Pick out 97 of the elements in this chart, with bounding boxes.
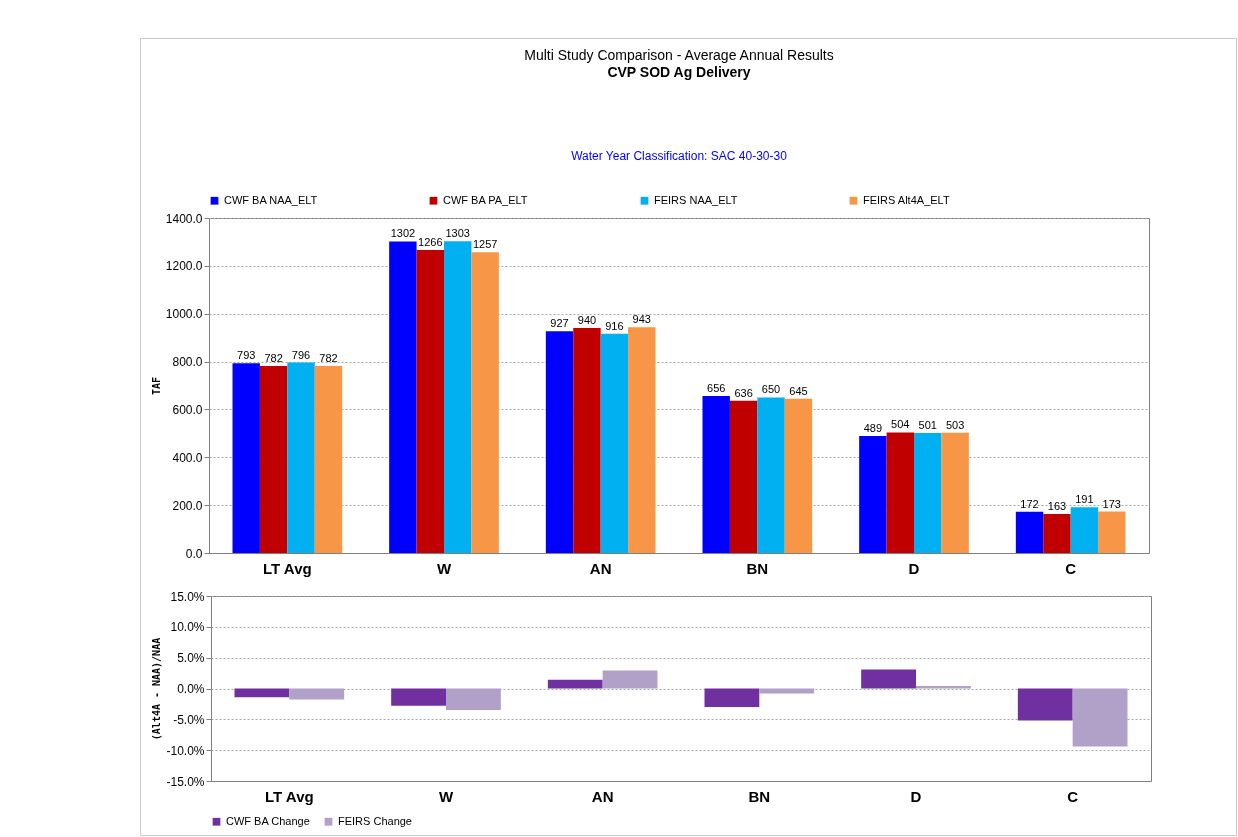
data-label: 172 <box>1020 497 1039 510</box>
x-tick-label: BN <box>748 787 771 805</box>
bar <box>547 679 603 689</box>
x-tick-label: AN <box>591 787 614 805</box>
y-tick-label: -10.0% <box>166 743 205 758</box>
bar <box>628 327 656 553</box>
bar <box>1015 511 1044 553</box>
chart-subtitle: CVP SOD Ag Delivery <box>607 64 751 80</box>
y-tick-label: 1000.0 <box>165 307 203 322</box>
y-axis-title: (Alt4A - NAA)/NAA <box>151 637 163 741</box>
chart-title: Multi Study Comparison - Average Annual Results <box>524 47 834 63</box>
bar <box>916 686 971 689</box>
y-tick-label: 5.0% <box>177 651 205 666</box>
bar <box>602 670 658 689</box>
data-label: 1303 <box>445 227 470 240</box>
data-label: 1257 <box>472 238 498 251</box>
bar <box>1098 511 1126 553</box>
y-tick-label: 1200.0 <box>165 259 203 274</box>
x-tick-label: C <box>1067 787 1079 805</box>
x-tick-label: BN <box>746 559 769 577</box>
data-label: 191 <box>1075 493 1094 506</box>
data-label: 1266 <box>418 236 443 249</box>
bar <box>914 433 942 553</box>
bar <box>941 432 969 553</box>
bar <box>573 328 601 553</box>
bar <box>729 400 758 553</box>
data-label: 916 <box>605 319 624 332</box>
bar <box>444 241 472 553</box>
data-label: 650 <box>761 383 781 396</box>
bar <box>446 688 501 711</box>
bar <box>416 250 444 553</box>
x-tick-label: W <box>436 559 452 577</box>
y-tick-label: -5.0% <box>173 712 205 727</box>
x-tick-label: D <box>910 787 922 805</box>
x-tick-label: LT Avg <box>263 559 312 577</box>
legend-label: FEIRS NAA_ELT <box>654 193 738 206</box>
data-label: 636 <box>734 386 753 399</box>
data-label: 782 <box>319 351 338 364</box>
bar <box>704 688 760 707</box>
data-label: 656 <box>707 382 726 395</box>
x-tick-label: C <box>1065 559 1077 577</box>
data-label: 943 <box>632 313 651 326</box>
data-label: 489 <box>863 421 883 434</box>
y-tick-label: 0.0% <box>177 682 205 696</box>
bar <box>314 365 343 553</box>
bar <box>600 333 629 553</box>
legend-label: CWF BA NAA_ELT <box>224 193 318 206</box>
y-tick-label: 0.0 <box>185 546 203 561</box>
y-axis-title: TAF <box>150 376 162 396</box>
data-label: 782 <box>264 351 283 364</box>
bar <box>859 435 887 553</box>
bar <box>861 669 916 689</box>
x-tick-label: D <box>908 559 920 577</box>
y-tick-label: 10.0% <box>170 620 205 635</box>
data-label: 501 <box>918 419 937 432</box>
bar <box>1070 507 1099 553</box>
bar <box>886 432 914 553</box>
legend-label: FEIRS Change <box>338 814 412 827</box>
data-label: 927 <box>550 317 569 330</box>
bar <box>259 365 288 553</box>
legend-label: FEIRS Alt4A_ELT <box>863 193 950 206</box>
y-tick-label: 1400.0 <box>165 211 203 226</box>
y-tick-label: -15.0% <box>166 774 205 789</box>
data-label: 796 <box>291 348 311 361</box>
legend-label: CWF BA Change <box>226 814 310 827</box>
data-label: 503 <box>945 418 965 431</box>
bar <box>391 688 446 706</box>
bar <box>232 363 260 553</box>
bar <box>1072 688 1128 747</box>
bar <box>389 241 417 553</box>
bar <box>702 396 730 553</box>
text: Water Year Classification: SAC 40-30-30 <box>571 149 788 163</box>
bar <box>784 398 813 553</box>
y-tick-label: 400.0 <box>172 450 203 465</box>
x-tick-label: LT Avg <box>265 787 314 805</box>
bar <box>471 252 499 553</box>
bar <box>289 688 345 700</box>
data-label: 793 <box>237 349 256 362</box>
legend-label: CWF BA PA_ELT <box>443 193 528 206</box>
bar <box>234 688 290 698</box>
bar <box>545 331 574 553</box>
y-tick-label: 600.0 <box>172 402 203 417</box>
data-label: 1302 <box>390 227 416 240</box>
data-label: 504 <box>891 418 910 431</box>
bar <box>1043 514 1071 553</box>
data-label: 163 <box>1047 500 1067 512</box>
bar <box>757 397 785 553</box>
data-label: 645 <box>789 384 808 397</box>
data-label: 940 <box>577 314 597 327</box>
x-tick-label: AN <box>589 559 612 577</box>
bar <box>1017 688 1073 721</box>
y-tick-label: 200.0 <box>172 498 203 513</box>
data-label: 173 <box>1102 497 1121 510</box>
y-tick-label: 800.0 <box>172 355 203 370</box>
bar <box>287 362 315 553</box>
y-tick-label: 15.0% <box>170 589 205 604</box>
x-tick-label: W <box>438 787 454 805</box>
